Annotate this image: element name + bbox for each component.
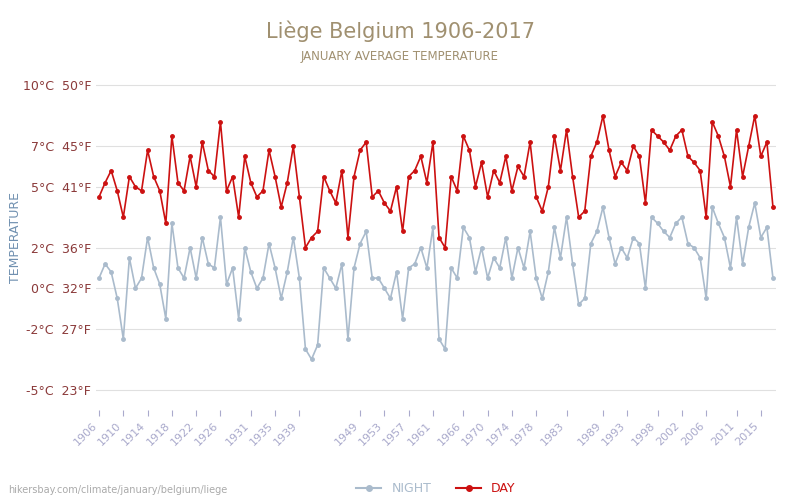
Text: hikersbay.com/climate/january/belgium/liege: hikersbay.com/climate/january/belgium/li…	[8, 485, 227, 495]
Text: Liège Belgium 1906-2017: Liège Belgium 1906-2017	[266, 20, 534, 42]
Y-axis label: TEMPERATURE: TEMPERATURE	[9, 192, 22, 283]
Text: JANUARY AVERAGE TEMPERATURE: JANUARY AVERAGE TEMPERATURE	[301, 50, 499, 63]
Legend: NIGHT, DAY: NIGHT, DAY	[351, 478, 521, 500]
